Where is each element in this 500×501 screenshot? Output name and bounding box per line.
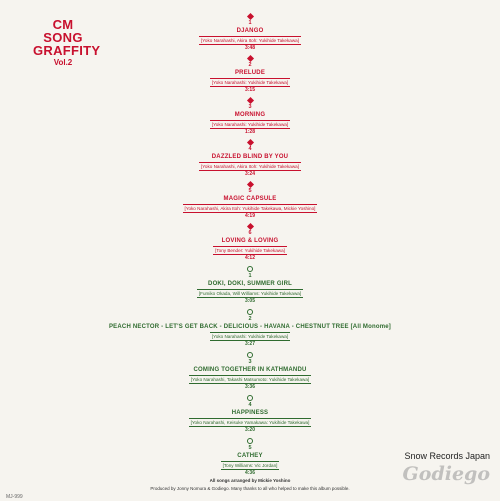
track-title: CATHEY bbox=[237, 453, 263, 459]
track-credits: [Yoko Narahashi, Keisuke Yamakawa: Yukih… bbox=[188, 418, 312, 427]
track-title: DAZZLED BLIND BY YOU bbox=[211, 154, 289, 160]
track-number: 5 bbox=[248, 188, 252, 194]
track-a6: 6 LOVING & LOVING [Tony Bender: Yukihide… bbox=[0, 222, 500, 262]
track-credits: [Tony Bender: Yukihide Takekawa] bbox=[213, 246, 287, 255]
diamond-icon bbox=[246, 54, 254, 63]
track-title: HAPPINESS bbox=[231, 410, 269, 416]
diamond-icon bbox=[246, 96, 254, 105]
track-title: PRELUDE bbox=[234, 70, 266, 76]
track-a1: 1 DJANGO [Yoko Narahashi, Akira Itoh: Yu… bbox=[0, 12, 500, 52]
track-duration: 3:20 bbox=[244, 427, 255, 433]
track-title: COMING TOGETHER IN KATHMANDU bbox=[193, 367, 307, 373]
track-a5: 5 MAGIC CAPSULE [Yoko Narahashi, Akira I… bbox=[0, 180, 500, 220]
track-b2: 2 PEACH NECTOR - LET'S GET BACK - DELICI… bbox=[0, 309, 500, 348]
circle-icon bbox=[247, 395, 253, 401]
track-number: 4 bbox=[248, 146, 252, 152]
track-credits: [Yoko Narahashi: Yukihide Takekawa] bbox=[209, 78, 291, 87]
track-credits: [Yoko Narahashi: Yukihide Takekawa] bbox=[209, 332, 291, 341]
circle-icon bbox=[247, 352, 253, 358]
track-number: 3 bbox=[248, 104, 252, 110]
track-title: MORNING bbox=[234, 112, 266, 118]
track-a4: 4 DAZZLED BLIND BY YOU [Yoko Narahashi, … bbox=[0, 138, 500, 178]
watermark-text: Snow Records Japan bbox=[404, 451, 490, 461]
track-credits: [Yoko Narahashi, Takashi Matsumoto: Yuki… bbox=[188, 375, 312, 384]
circle-icon bbox=[247, 438, 253, 444]
track-title: DOKI, DOKI, SUMMER GIRL bbox=[208, 281, 292, 287]
circle-icon bbox=[247, 266, 253, 272]
track-credits: [Yoko Narahashi, Akira Itoh: Yukihide Ta… bbox=[199, 162, 301, 171]
title-volume: Vol.2 bbox=[53, 58, 73, 67]
track-number: 3 bbox=[248, 359, 252, 365]
track-duration: 4:19 bbox=[244, 213, 255, 219]
diamond-icon bbox=[246, 222, 254, 231]
track-number: 1 bbox=[248, 273, 252, 279]
track-a3: 3 MORNING [Yoko Narahashi: Yukihide Take… bbox=[0, 96, 500, 136]
track-duration: 3:05 bbox=[244, 298, 255, 304]
tracklist: 1 DJANGO [Yoko Narahashi, Akira Itoh: Yu… bbox=[0, 12, 500, 477]
diamond-icon bbox=[246, 138, 254, 147]
title-line-2: SONG bbox=[43, 30, 83, 45]
track-duration: 4:12 bbox=[244, 255, 255, 261]
track-credits: [Tony Williams: Vic Jordan] bbox=[220, 461, 280, 470]
track-number: 2 bbox=[248, 62, 252, 68]
track-b5: 5 CATHEY [Tony Williams: Vic Jordan] 4:3… bbox=[0, 438, 500, 477]
album-title: CM SONG GRAFFITY Vol.2 bbox=[33, 17, 101, 68]
track-credits: [Yoko Narahashi, Akira Itoh: Yukihide Ta… bbox=[182, 204, 318, 213]
watermark: Snow Records Japan Godiego bbox=[400, 450, 490, 495]
arranger-credit: All songs arranged by Mickie Yoshino bbox=[209, 478, 291, 483]
track-number: 5 bbox=[248, 445, 252, 451]
track-title: PEACH NECTOR - LET'S GET BACK - DELICIOU… bbox=[108, 324, 391, 330]
track-duration: 3:48 bbox=[244, 45, 255, 51]
track-duration: 3:15 bbox=[244, 87, 255, 93]
track-number: 6 bbox=[248, 230, 252, 236]
producer-credit: Produced by Jonny Nomura & Godiego. Many… bbox=[150, 486, 350, 491]
track-duration: 3:36 bbox=[244, 384, 255, 390]
track-b1: 1 DOKI, DOKI, SUMMER GIRL [Fumiko Okada,… bbox=[0, 266, 500, 305]
catalog-number: MJ-999 bbox=[6, 494, 23, 500]
track-credits: [Fumiko Okada, Will Williams: Yukihide T… bbox=[196, 289, 304, 298]
track-number: 4 bbox=[248, 402, 252, 408]
title-line-1: CM bbox=[52, 17, 74, 32]
track-title: LOVING & LOVING bbox=[221, 238, 279, 244]
track-b3: 3 COMING TOGETHER IN KATHMANDU [Yoko Nar… bbox=[0, 352, 500, 391]
track-duration: 4:36 bbox=[244, 470, 255, 476]
track-number: 2 bbox=[248, 316, 252, 322]
track-a2: 2 PRELUDE [Yoko Narahashi: Yukihide Take… bbox=[0, 54, 500, 94]
track-duration: 1:28 bbox=[244, 129, 255, 135]
track-title: DJANGO bbox=[236, 28, 264, 34]
track-number: 1 bbox=[248, 20, 252, 26]
track-duration: 3:27 bbox=[244, 341, 255, 347]
title-line-3: GRAFFITY bbox=[33, 43, 101, 58]
diamond-icon bbox=[246, 12, 254, 21]
track-b4: 4 HAPPINESS [Yoko Narahashi, Keisuke Yam… bbox=[0, 395, 500, 434]
track-credits: [Yoko Narahashi: Yukihide Takekawa] bbox=[209, 120, 291, 129]
diamond-icon bbox=[246, 180, 254, 189]
track-credits: [Yoko Narahashi, Akira Itoh: Yukihide Ta… bbox=[199, 36, 301, 45]
circle-icon bbox=[247, 309, 253, 315]
track-duration: 3:24 bbox=[244, 171, 255, 177]
band-logo: Godiego bbox=[402, 463, 490, 485]
track-title: MAGIC CAPSULE bbox=[223, 196, 277, 202]
